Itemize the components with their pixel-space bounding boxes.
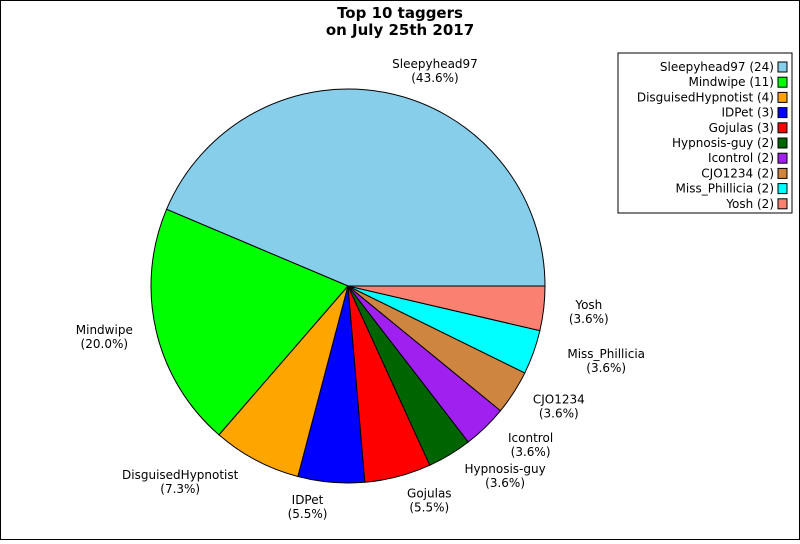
legend-swatch-yosh: [777, 198, 788, 210]
slice-label-idpet: IDPet (5.5%): [288, 493, 328, 521]
legend-label-yosh: Yosh (2): [725, 197, 774, 211]
slice-name-yosh: Yosh: [574, 298, 602, 312]
chart-title-line-2: on July 25th 2017: [326, 21, 474, 39]
legend-label-gojulas: Gojulas (3): [709, 121, 774, 135]
legend-label-idpet: IDPet (3): [722, 106, 775, 120]
slice-percent-gojulas: (5.5%): [409, 500, 449, 514]
legend: Sleepyhead97 (24)Mindwipe (11)DisguisedH…: [617, 52, 793, 214]
slice-sleepyhead97: [165, 88, 546, 287]
slice-label-gojulas: Gojulas (5.5%): [407, 486, 452, 514]
slice-label-hypnosis-guy: Hypnosis-guy (3.6%): [465, 462, 546, 490]
slice-percent-icontrol: (3.6%): [511, 445, 551, 459]
legend-label-hypnosis-guy: Hypnosis-guy (2): [672, 136, 774, 150]
slice-percent-hypnosis-guy: (3.6%): [485, 476, 525, 490]
legend-box: [617, 52, 793, 214]
chart-title-line-1: Top 10 taggers: [337, 4, 463, 22]
slice-name-hypnosis-guy: Hypnosis-guy: [465, 462, 546, 476]
legend-swatch-icontrol: [777, 152, 788, 164]
legend-swatch-cjo1234: [777, 167, 788, 179]
legend-swatch-sleepyhead97: [777, 61, 788, 73]
slice-name-mindwipe: Mindwipe: [76, 323, 133, 337]
legend-label-icontrol: Icontrol (2): [708, 151, 774, 165]
slice-name-sleepyhead97: Sleepyhead97: [392, 57, 478, 71]
slice-percent-miss-phillicia: (3.6%): [586, 361, 626, 375]
slice-percent-mindwipe: (20.0%): [81, 337, 128, 351]
slice-label-yosh: Yosh (3.6%): [569, 298, 609, 326]
slice-name-idpet: IDPet: [292, 493, 324, 507]
slice-percent-disguisedhypnotist: (7.3%): [160, 482, 200, 496]
legend-swatch-miss-phillicia: [777, 183, 788, 195]
legend-label-mindwipe: Mindwipe (11): [688, 75, 774, 89]
slice-label-sleepyhead97: Sleepyhead97 (43.6%): [392, 57, 478, 85]
legend-label-sleepyhead97: Sleepyhead97 (24): [660, 60, 774, 74]
slice-percent-yosh: (3.6%): [569, 312, 609, 326]
slice-name-icontrol: Icontrol: [508, 431, 553, 445]
legend-label-miss-phillicia: Miss_Phillicia (2): [676, 182, 774, 196]
slice-name-cjo1234: CJO1234: [533, 392, 585, 406]
slice-yosh: [347, 285, 546, 332]
slice-name-gojulas: Gojulas: [407, 486, 452, 500]
legend-swatch-gojulas: [777, 122, 788, 134]
legend-swatch-disguisedhypnotist: [777, 91, 788, 103]
legend-swatch-mindwipe: [777, 76, 788, 88]
slice-label-cjo1234: CJO1234 (3.6%): [533, 392, 585, 420]
legend-label-disguisedhypnotist: DisguisedHypnotist (4): [637, 90, 774, 104]
pie-slices: [150, 88, 546, 484]
slice-label-disguisedhypnotist: DisguisedHypnotist (7.3%): [122, 468, 239, 496]
slice-labels: Sleepyhead97 (43.6%) Mindwipe (20.0%) Disgui…: [76, 57, 645, 521]
slice-percent-idpet: (5.5%): [288, 507, 328, 521]
slice-label-mindwipe: Mindwipe (20.0%): [76, 323, 133, 351]
slice-name-disguisedhypnotist: DisguisedHypnotist: [122, 468, 239, 482]
slice-label-icontrol: Icontrol (3.6%): [508, 431, 553, 459]
legend-swatch-idpet: [777, 107, 788, 119]
legend-label-cjo1234: CJO1234 (2): [701, 166, 774, 180]
slice-name-miss-phillicia: Miss_Phillicia: [567, 347, 645, 361]
legend-swatch-hypnosis-guy: [777, 137, 788, 149]
slice-percent-sleepyhead97: (43.6%): [411, 71, 458, 85]
slice-label-miss-phillicia: Miss_Phillicia (3.6%): [567, 347, 645, 375]
slice-mindwipe: [150, 208, 349, 436]
slice-percent-cjo1234: (3.6%): [539, 406, 579, 420]
